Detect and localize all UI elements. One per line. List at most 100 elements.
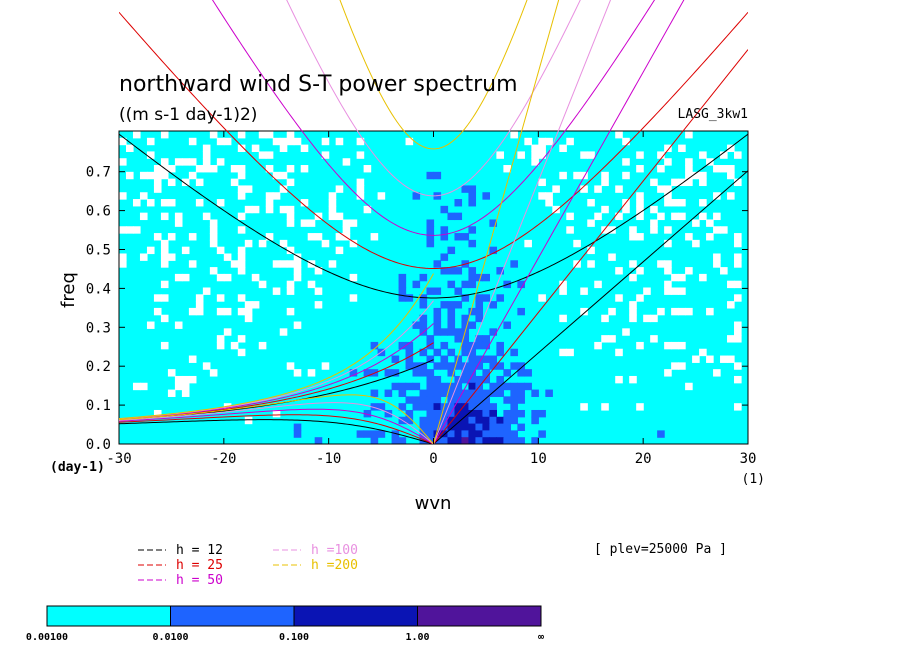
field-cell [489,246,497,255]
field-cell [370,233,379,241]
field-cell [461,409,470,418]
field-cell [461,369,470,377]
field-cell [510,409,518,418]
field-cell [671,341,679,350]
field-cell [615,267,623,275]
field-cell [153,409,162,418]
field-cell [594,185,602,193]
field-cell [636,165,644,173]
field-cell [475,341,484,350]
field-cell [650,314,658,323]
field-cell [447,246,456,255]
field-cell [160,131,169,139]
field-cell [496,362,504,370]
ig-curve-h12 [119,133,748,299]
field-cell [433,321,442,329]
field-cell [293,253,302,261]
field-cell [209,226,218,234]
field-cell [657,307,665,316]
field-cell [713,165,721,173]
field-cell [328,192,337,200]
field-cell [216,246,225,255]
field-cell [615,375,623,384]
field-cell [447,437,456,444]
field-cell [706,307,714,316]
field-cell [461,321,470,329]
field-cell [181,389,190,397]
field-cell [531,144,539,153]
field-cell [265,192,274,200]
field-cell [475,375,484,384]
rossby-curve-h200 [119,394,434,444]
field-cell [566,226,574,234]
field-cell [461,416,470,425]
field-cell [433,314,442,323]
field-cell [419,416,428,425]
field-cell [454,423,463,431]
field-cell [454,430,463,438]
field-cell [286,362,295,370]
field-cell [594,341,602,350]
field-cell [412,192,421,200]
field-cell [671,273,679,282]
field-cell [237,348,246,357]
field-cell [426,389,435,397]
field-cell [440,233,449,241]
field-cell [699,273,707,282]
field-cell [447,328,456,336]
field-cell [650,219,658,227]
field-cell [216,307,225,316]
field-cell [265,233,274,241]
field-cell [440,355,449,363]
field-cell [678,307,686,316]
field-cell [517,307,525,316]
field-cell [237,226,246,234]
field-cell [202,212,211,221]
kelvin-curve-h50 [433,0,685,444]
field-cell [734,321,742,329]
field-cell [573,239,581,248]
field-cell [503,437,511,444]
field-cell [489,355,497,363]
colorbar: 0.00100 0.0100 0.100 1.00 ∞ [26,605,544,643]
field-cell [685,171,693,180]
field-cell [272,409,281,418]
field-cell [468,280,477,289]
field-cell [503,369,511,377]
field-cell [293,267,302,275]
field-cell [650,178,658,187]
field-cell [349,239,358,248]
field-cell [356,178,365,187]
field-cell [706,219,714,227]
field-cell [482,409,491,418]
field-cell [279,239,288,248]
field-cell [391,430,400,438]
field-cell [293,423,302,431]
field-cell [272,192,281,200]
field-cell [622,328,630,336]
field-cell [300,165,309,173]
field-cell [517,437,525,444]
field-cell [517,382,525,391]
field-cell [636,403,644,411]
field-cell [335,246,344,255]
field-cell [384,409,393,418]
field-cell [188,171,197,180]
field-cell [517,369,525,377]
field-cell [727,192,735,200]
field-cell [447,389,456,397]
field-cell [503,321,511,329]
field-cell [146,321,155,329]
field-cell [195,301,204,309]
legend-label: h =200 [311,558,358,573]
field-cell [440,341,449,350]
field-cell [713,369,721,377]
field-cell [188,260,197,268]
field-cell [230,178,239,187]
ig-curve-h100 [286,0,581,197]
field-cell [468,355,477,363]
field-cell [356,185,365,193]
field-cell [699,151,707,159]
field-cell [426,430,435,438]
